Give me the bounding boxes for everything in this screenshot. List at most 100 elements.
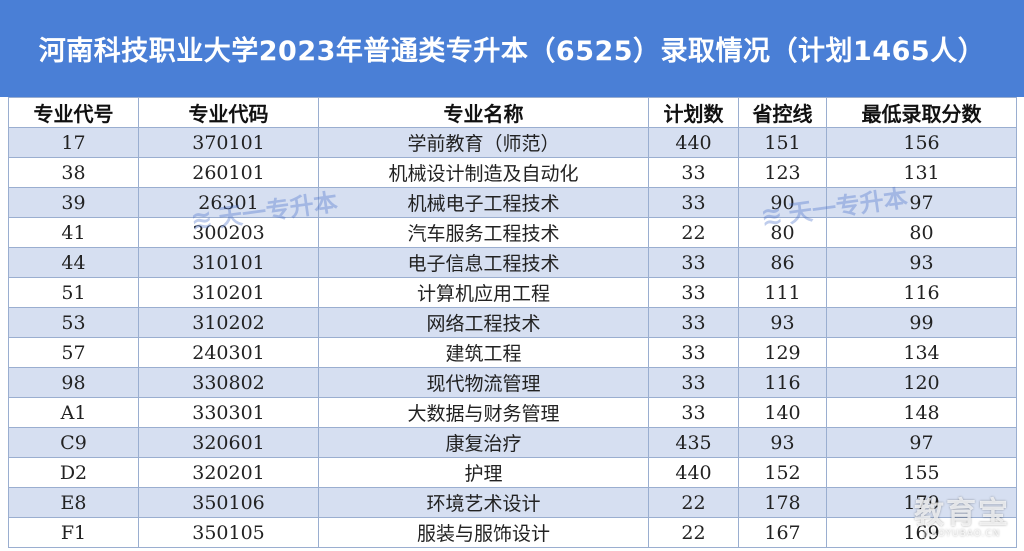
cell-min-score: 97 xyxy=(826,187,1017,218)
cell-major-number: 98 xyxy=(8,367,139,398)
cell-plan-count: 33 xyxy=(648,247,739,278)
cell-province-line: 123 xyxy=(738,157,827,188)
cell-plan-count: 33 xyxy=(648,367,739,398)
cell-major-code: 350105 xyxy=(138,517,319,548)
cell-plan-count: 33 xyxy=(648,187,739,218)
cell-min-score: 80 xyxy=(826,217,1017,248)
cell-major-number: 53 xyxy=(8,307,139,338)
cell-major-number: 57 xyxy=(8,337,139,368)
admission-table: 专业代号 专业代码 专业名称 计划数 省控线 最低录取分数 17 370101 学前… xyxy=(8,97,1017,548)
cell-major-name: 学前教育（师范） xyxy=(318,127,649,158)
cell-major-code: 330802 xyxy=(138,367,319,398)
header-province-line: 省控线 xyxy=(738,97,827,128)
cell-major-code: 310202 xyxy=(138,307,319,338)
cell-province-line: 116 xyxy=(738,367,827,398)
table-row: 57 240301 建筑工程 33 129 134 xyxy=(8,337,1017,368)
corner-logo-url: JIAOYUBAO.CN xyxy=(923,529,1001,539)
cell-plan-count: 22 xyxy=(648,487,739,518)
cell-major-number: A1 xyxy=(8,397,139,428)
header-plan-count: 计划数 xyxy=(648,97,739,128)
cell-major-code: 260101 xyxy=(138,157,319,188)
cell-province-line: 152 xyxy=(738,457,827,488)
cell-major-number: C9 xyxy=(8,427,139,458)
cell-major-code: 26301 xyxy=(138,187,319,218)
header-min-score: 最低录取分数 xyxy=(826,97,1017,128)
cell-major-name: 机械设计制造及自动化 xyxy=(318,157,649,188)
cell-major-name: 电子信息工程技术 xyxy=(318,247,649,278)
corner-logo-text: 教育宝 xyxy=(914,496,1010,531)
cell-min-score: 155 xyxy=(826,457,1017,488)
cell-min-score: 134 xyxy=(826,337,1017,368)
cell-plan-count: 440 xyxy=(648,457,739,488)
cell-major-name: 建筑工程 xyxy=(318,337,649,368)
page-title: 河南科技职业大学2023年普通类专升本（6525）录取情况（计划1465人） xyxy=(0,0,1024,97)
cell-province-line: 90 xyxy=(738,187,827,218)
cell-major-code: 300203 xyxy=(138,217,319,248)
cell-min-score: 99 xyxy=(826,307,1017,338)
cell-major-name: 环境艺术设计 xyxy=(318,487,649,518)
table-row: E8 350106 环境艺术设计 22 178 179 xyxy=(8,487,1017,518)
cell-major-number: D2 xyxy=(8,457,139,488)
cell-province-line: 140 xyxy=(738,397,827,428)
cell-major-number: 38 xyxy=(8,157,139,188)
table-row: 44 310101 电子信息工程技术 33 86 93 xyxy=(8,247,1017,278)
table-row: 41 300203 汽车服务工程技术 22 80 80 xyxy=(8,217,1017,248)
cell-major-name: 大数据与财务管理 xyxy=(318,397,649,428)
cell-major-number: 39 xyxy=(8,187,139,218)
cell-plan-count: 33 xyxy=(648,397,739,428)
cell-plan-count: 22 xyxy=(648,517,739,548)
cell-province-line: 93 xyxy=(738,307,827,338)
cell-major-code: 310101 xyxy=(138,247,319,278)
cell-plan-count: 435 xyxy=(648,427,739,458)
cell-major-number: F1 xyxy=(8,517,139,548)
cell-min-score: 131 xyxy=(826,157,1017,188)
cell-major-name: 机械电子工程技术 xyxy=(318,187,649,218)
table-row: 38 260101 机械设计制造及自动化 33 123 131 xyxy=(8,157,1017,188)
table-row: D2 320201 护理 440 152 155 xyxy=(8,457,1017,488)
cell-province-line: 129 xyxy=(738,337,827,368)
table-row: A1 330301 大数据与财务管理 33 140 148 xyxy=(8,397,1017,428)
cell-plan-count: 22 xyxy=(648,217,739,248)
cell-major-name: 汽车服务工程技术 xyxy=(318,217,649,248)
table-body: 17 370101 学前教育（师范） 440 151 156 38 260101 机械设计制造及… xyxy=(8,127,1017,548)
cell-major-name: 计算机应用工程 xyxy=(318,277,649,308)
cell-major-number: 51 xyxy=(8,277,139,308)
table-row: 98 330802 现代物流管理 33 116 120 xyxy=(8,367,1017,398)
cell-min-score: 120 xyxy=(826,367,1017,398)
cell-major-name: 现代物流管理 xyxy=(318,367,649,398)
cell-major-name: 服装与服饰设计 xyxy=(318,517,649,548)
cell-plan-count: 33 xyxy=(648,157,739,188)
table-row: 39 26301 机械电子工程技术 33 90 97 xyxy=(8,187,1017,218)
cell-major-number: 41 xyxy=(8,217,139,248)
cell-province-line: 111 xyxy=(738,277,827,308)
table-row: 53 310202 网络工程技术 33 93 99 xyxy=(8,307,1017,338)
cell-min-score: 156 xyxy=(826,127,1017,158)
cell-province-line: 167 xyxy=(738,517,827,548)
header-major-name: 专业名称 xyxy=(318,97,649,128)
cell-min-score: 93 xyxy=(826,247,1017,278)
header-major-code: 专业代码 xyxy=(138,97,319,128)
cell-plan-count: 440 xyxy=(648,127,739,158)
cell-province-line: 93 xyxy=(738,427,827,458)
cell-min-score: 179 xyxy=(826,487,1017,518)
cell-major-number: 44 xyxy=(8,247,139,278)
cell-plan-count: 33 xyxy=(648,277,739,308)
cell-province-line: 86 xyxy=(738,247,827,278)
cell-province-line: 151 xyxy=(738,127,827,158)
cell-min-score: 148 xyxy=(826,397,1017,428)
cell-major-code: 320201 xyxy=(138,457,319,488)
cell-plan-count: 33 xyxy=(648,307,739,338)
cell-major-code: 310201 xyxy=(138,277,319,308)
cell-min-score: 97 xyxy=(826,427,1017,458)
cell-major-number: E8 xyxy=(8,487,139,518)
cell-major-code: 370101 xyxy=(138,127,319,158)
cell-province-line: 80 xyxy=(738,217,827,248)
cell-major-name: 护理 xyxy=(318,457,649,488)
cell-major-number: 17 xyxy=(8,127,139,158)
cell-major-name: 康复治疗 xyxy=(318,427,649,458)
cell-min-score: 116 xyxy=(826,277,1017,308)
cell-major-code: 320601 xyxy=(138,427,319,458)
table-row: F1 350105 服装与服饰设计 22 167 169 xyxy=(8,517,1017,548)
table-header-row: 专业代号 专业代码 专业名称 计划数 省控线 最低录取分数 xyxy=(8,97,1017,128)
cell-major-code: 330301 xyxy=(138,397,319,428)
